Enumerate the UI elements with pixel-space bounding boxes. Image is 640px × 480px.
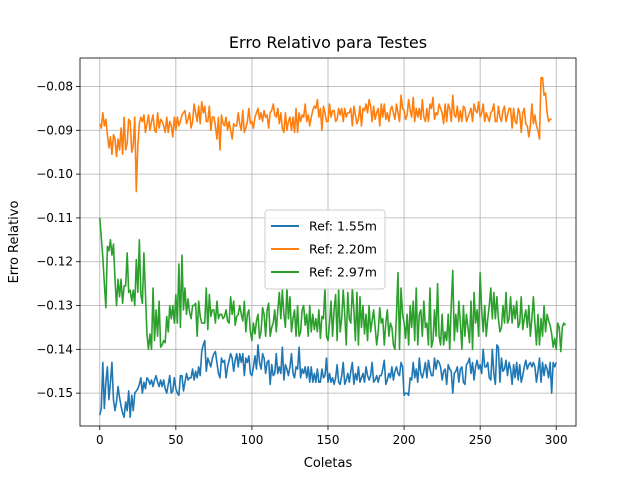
legend-label-ref-2-97m: Ref: 2.97m [309, 265, 377, 280]
legend-label-ref-1-55m: Ref: 1.55m [309, 219, 377, 234]
series-line-ref-1-55m [99, 339, 557, 419]
x-tick-label: 100 [240, 433, 263, 447]
x-axis-label: Coletas [304, 456, 353, 471]
y-axis-ticks: −0.15 −0.14 −0.13 −0.12 −0.11 −0.10 −0.09 −0.08 [36, 79, 80, 400]
x-tick-label: 50 [168, 433, 183, 447]
y-axis-label: Erro Relativo [7, 201, 22, 284]
y-tick-label: −0.10 [36, 167, 73, 181]
legend-label-ref-2-20m: Ref: 2.20m [309, 242, 377, 257]
legend: Ref: 1.55m Ref: 2.20m Ref: 2.97m [264, 209, 386, 290]
y-tick-label: −0.09 [36, 123, 73, 137]
series-group [98, 76, 567, 419]
y-tick-label: −0.14 [36, 342, 73, 356]
legend-box [264, 209, 386, 290]
x-axis-ticks: 0 50 100 150 200 250 300 [96, 426, 568, 447]
chart-title: Erro Relativo para Testes [229, 33, 427, 52]
y-tick-label: −0.11 [36, 211, 73, 225]
series-line-ref-2-97m [98, 217, 567, 353]
x-tick-label: 150 [317, 433, 340, 447]
y-tick-label: −0.15 [36, 386, 73, 400]
y-tick-label: −0.12 [36, 255, 73, 269]
x-tick-label: 200 [393, 433, 416, 447]
x-tick-label: 250 [469, 433, 492, 447]
x-tick-label: 0 [96, 433, 104, 447]
y-tick-label: −0.08 [36, 79, 73, 93]
series-line-ref-2-20m [99, 76, 552, 193]
y-tick-label: −0.13 [36, 299, 73, 313]
x-tick-label: 300 [545, 433, 568, 447]
